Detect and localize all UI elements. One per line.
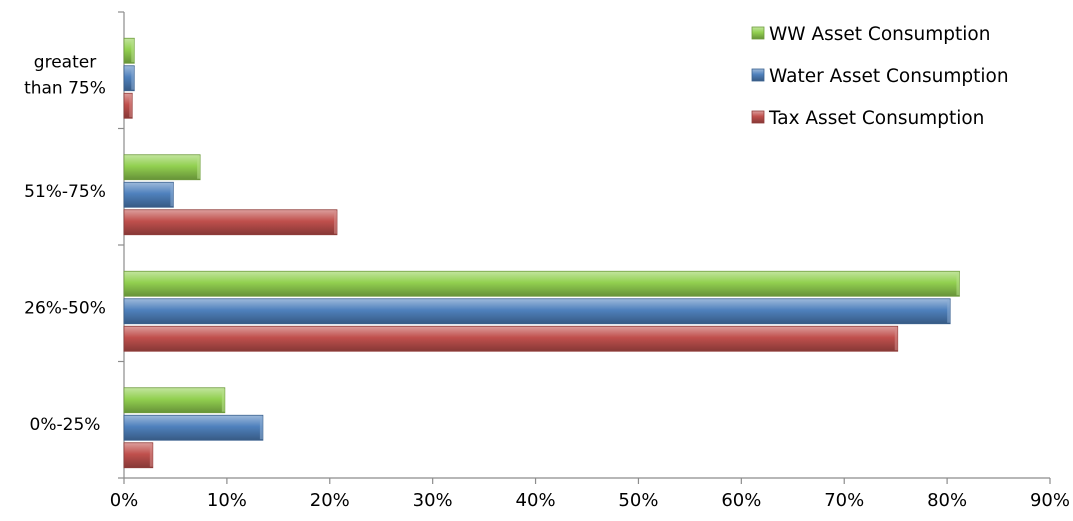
bar-water-asset-consumption-1 bbox=[123, 298, 951, 325]
x-tick-label: 70% bbox=[824, 490, 864, 511]
bar-bevel bbox=[149, 443, 153, 467]
legend-label: WW Asset Consumption bbox=[769, 24, 990, 45]
x-tick-label: 80% bbox=[927, 490, 967, 511]
legend-label: Tax Asset Consumption bbox=[768, 108, 984, 129]
y-category-label: 0%-25% bbox=[30, 415, 101, 435]
bar-bevel bbox=[129, 94, 133, 118]
legend-swatch bbox=[751, 26, 765, 40]
bar-bevel bbox=[894, 327, 898, 351]
y-category-label: 26%-50% bbox=[24, 298, 106, 318]
x-tick-label: 0% bbox=[110, 490, 139, 511]
legend-label: Water Asset Consumption bbox=[769, 66, 1009, 87]
legend-swatch bbox=[751, 68, 765, 82]
bar-ww-asset-consumption-1 bbox=[123, 270, 960, 297]
x-tick-label: 10% bbox=[207, 490, 247, 511]
legend-swatch bbox=[751, 110, 765, 124]
bar-ww-asset-consumption-0 bbox=[123, 387, 226, 414]
y-category-label: greater than 75% bbox=[24, 52, 106, 98]
bar-ww-asset-consumption-2 bbox=[123, 154, 201, 181]
bar-tax-asset-consumption-0 bbox=[123, 442, 154, 469]
bar-tax-asset-consumption-1 bbox=[123, 325, 899, 352]
x-tick-label: 30% bbox=[413, 490, 453, 511]
bar-tax-asset-consumption-2 bbox=[123, 209, 338, 236]
legend: WW Asset Consumption Water Asset Consumpt… bbox=[751, 24, 1009, 129]
bar-bevel bbox=[131, 39, 135, 63]
x-axis-ticks: 0% 10% 20% 30% 40% 50% 60% 70% 80% 90% bbox=[110, 478, 1070, 511]
bars bbox=[123, 37, 960, 469]
x-tick-label: 20% bbox=[310, 490, 350, 511]
x-tick-label: 90% bbox=[1030, 490, 1070, 511]
bar-bevel bbox=[947, 299, 951, 323]
bar-bevel bbox=[170, 183, 174, 207]
x-tick-label: 50% bbox=[618, 490, 658, 511]
x-tick-label: 40% bbox=[516, 490, 556, 511]
bar-water-asset-consumption-0 bbox=[123, 414, 264, 441]
x-tick-label: 60% bbox=[721, 490, 761, 511]
bar-bevel bbox=[333, 210, 337, 234]
bar-bevel bbox=[956, 272, 960, 296]
y-category-label: 51%-75% bbox=[24, 182, 106, 202]
bar-bevel bbox=[259, 416, 263, 440]
bar-bevel bbox=[131, 66, 135, 90]
bar-bevel bbox=[197, 155, 201, 179]
bar-bevel bbox=[221, 388, 225, 412]
bar-water-asset-consumption-2 bbox=[123, 181, 174, 208]
y-axis-labels: 0%-25% 26%-50% 51%-75% greater than 75% bbox=[24, 52, 106, 435]
